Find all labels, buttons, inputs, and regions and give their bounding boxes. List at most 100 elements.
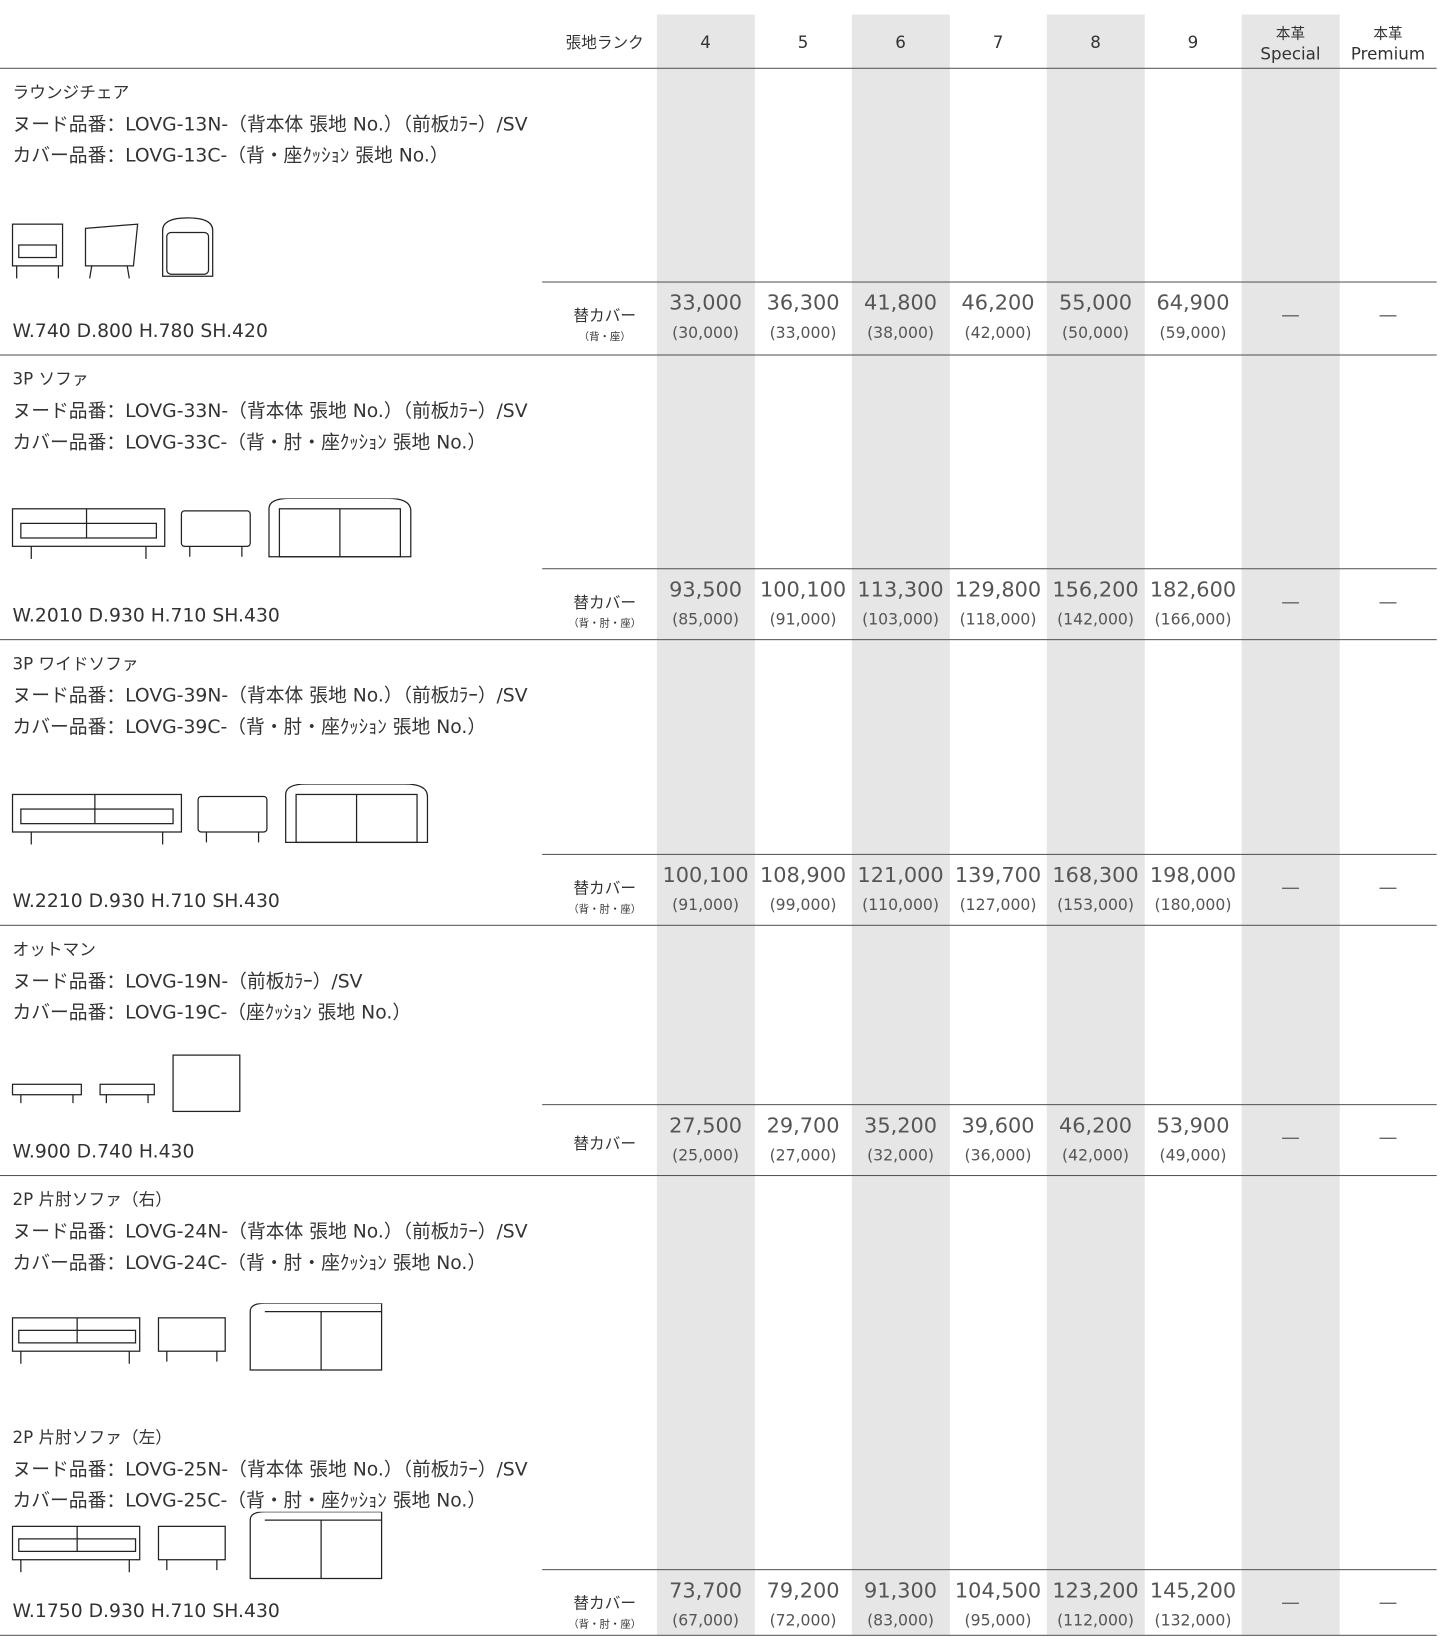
dimensions: W.2210 D.930 H.710 SH.430	[12, 890, 280, 913]
price: 39,600	[961, 1112, 1035, 1138]
price: 182,600	[1149, 576, 1237, 602]
price-excl-tax: (85,000)	[672, 609, 740, 629]
cover-note: （背・座）	[578, 331, 631, 344]
column-header: 本革	[1373, 26, 1403, 43]
price: 53,900	[1156, 1112, 1230, 1138]
rule	[0, 1634, 1437, 1636]
cover-label: 替カバー	[573, 878, 636, 898]
price: 100,100	[759, 576, 847, 602]
dimensions: W.900 D.740 H.430	[12, 1140, 195, 1163]
cover-code: カバー品番：LOVG-25C-（背・肘・座ｸｯｼｮﾝ 張地 No.）	[12, 1489, 487, 1512]
cover-label: 替カバー	[573, 306, 636, 326]
price: 33,000	[669, 289, 743, 315]
column-shade	[1046, 14, 1145, 1635]
price-excl-tax: (25,000)	[672, 1145, 740, 1165]
nude-code: ヌード品番：LOVG-39N-（背本体 張地 No.）（前板ｶﾗｰ）/SV	[12, 684, 528, 707]
price-na: —	[1378, 1127, 1398, 1149]
rule	[542, 281, 1437, 283]
nude-code: ヌード品番：LOVG-25N-（背本体 張地 No.）（前板ｶﾗｰ）/SV	[12, 1458, 528, 1481]
column-header: 7	[992, 32, 1004, 53]
column-shade	[1241, 14, 1340, 1635]
price: 36,300	[766, 289, 840, 315]
column-shade	[851, 14, 950, 1635]
price-excl-tax: (180,000)	[1154, 895, 1232, 915]
price: 64,900	[1156, 289, 1230, 315]
product-name: オットマン	[12, 939, 96, 960]
product-name: ラウンジチェア	[12, 82, 130, 103]
price: 73,700	[669, 1577, 743, 1603]
price-excl-tax: (32,000)	[867, 1145, 935, 1165]
price-excl-tax: (110,000)	[862, 895, 939, 915]
price: 129,800	[954, 576, 1042, 602]
rule	[0, 1175, 1437, 1177]
product-name: 3P ワイドソファ	[12, 653, 139, 674]
cover-code: カバー品番：LOVG-24C-（背・肘・座ｸｯｼｮﾝ 張地 No.）	[12, 1252, 487, 1275]
rule	[542, 853, 1437, 855]
price: 27,500	[669, 1112, 743, 1138]
price-excl-tax: (42,000)	[1062, 1145, 1129, 1165]
price-excl-tax: (99,000)	[769, 895, 837, 915]
price: 93,500	[669, 576, 743, 602]
rule	[542, 568, 1437, 570]
product-sketch	[11, 1303, 383, 1371]
price: 100,100	[662, 862, 749, 888]
price-excl-tax: (38,000)	[867, 323, 935, 342]
price-na: —	[1378, 304, 1398, 327]
column-header: Special	[1260, 43, 1321, 64]
price-na: —	[1378, 1592, 1398, 1614]
price-excl-tax: (36,000)	[964, 1145, 1032, 1165]
nude-code: ヌード品番：LOVG-24N-（背本体 張地 No.）（前板ｶﾗｰ）/SV	[12, 1220, 528, 1243]
dimensions: W.740 D.800 H.780 SH.420	[12, 320, 268, 342]
price-excl-tax: (166,000)	[1154, 609, 1232, 629]
price: 91,300	[864, 1577, 938, 1603]
price: 121,000	[857, 862, 944, 888]
price: 145,200	[1149, 1577, 1237, 1603]
cover-code: カバー品番：LOVG-33C-（背・肘・座ｸｯｼｮﾝ 張地 No.）	[12, 431, 487, 454]
column-header: Premium	[1350, 43, 1426, 64]
price-excl-tax: (83,000)	[867, 1610, 935, 1630]
dimensions: W.1750 D.930 H.710 SH.430	[12, 1600, 280, 1623]
nude-code: ヌード品番：LOVG-13N-（背本体 張地 No.）（前板ｶﾗｰ）/SV	[12, 113, 528, 136]
rule	[0, 924, 1437, 926]
dimensions: W.2010 D.930 H.710 SH.430	[12, 604, 280, 627]
price: 139,700	[954, 862, 1042, 888]
column-header: 6	[895, 32, 906, 53]
price: 46,200	[961, 289, 1035, 315]
rule	[0, 67, 1437, 69]
rule	[0, 639, 1437, 641]
price-excl-tax: (103,000)	[862, 609, 939, 629]
price: 168,300	[1052, 862, 1139, 888]
product-sketch	[11, 1054, 241, 1113]
rule	[0, 354, 1437, 356]
price-excl-tax: (91,000)	[769, 609, 837, 629]
price-excl-tax: (112,000)	[1057, 1610, 1134, 1630]
rule	[542, 1104, 1437, 1106]
price: 29,700	[766, 1112, 840, 1138]
cover-code: カバー品番：LOVG-39C-（背・肘・座ｸｯｼｮﾝ 張地 No.）	[12, 716, 487, 739]
cover-code: カバー品番：LOVG-19C-（座ｸｯｼｮﾝ 張地 No.）	[12, 1001, 412, 1024]
price-na: —	[1281, 591, 1300, 614]
product-name: 3P ソファ	[12, 369, 89, 389]
product-sketch	[11, 784, 429, 845]
cover-code: カバー品番：LOVG-13C-（背・座ｸｯｼｮﾝ 張地 No.）	[12, 144, 449, 167]
price-excl-tax: (42,000)	[964, 323, 1032, 342]
price-excl-tax: (72,000)	[769, 1610, 837, 1630]
price-excl-tax: (33,000)	[769, 323, 837, 342]
cover-label: 替カバー	[573, 1594, 636, 1613]
cover-note: （背・肘・座）	[568, 1619, 642, 1631]
price: 104,500	[954, 1577, 1042, 1603]
cover-note: （背・肘・座）	[568, 618, 642, 630]
price-na: —	[1281, 1127, 1300, 1149]
nude-code: ヌード品番：LOVG-19N-（前板ｶﾗｰ）/SV	[12, 970, 363, 993]
column-header: 5	[797, 32, 809, 53]
price: 46,200	[1059, 1112, 1132, 1138]
nude-code: ヌード品番：LOVG-33N-（背本体 張地 No.）（前板ｶﾗｰ）/SV	[12, 400, 528, 423]
product-name: 2P 片肘ソファ（左）	[12, 1427, 172, 1448]
column-shade	[656, 14, 755, 1635]
price-excl-tax: (153,000)	[1057, 895, 1134, 915]
price: 156,200	[1052, 576, 1139, 602]
price-excl-tax: (142,000)	[1057, 609, 1134, 629]
column-header: 8	[1090, 32, 1101, 53]
price: 123,200	[1052, 1577, 1139, 1603]
cover-label: 替カバー	[573, 593, 636, 613]
